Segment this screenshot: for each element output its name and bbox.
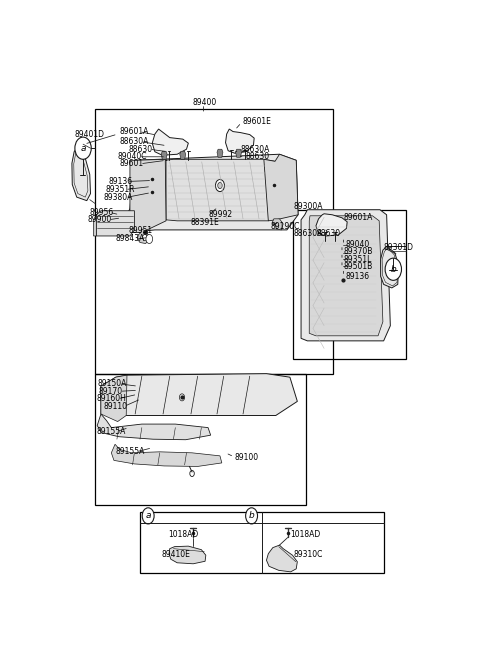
Text: 89190C: 89190C	[270, 223, 300, 231]
Text: 89601A: 89601A	[344, 213, 373, 222]
Text: b: b	[249, 512, 254, 520]
Polygon shape	[309, 215, 383, 336]
Text: 89300A: 89300A	[294, 202, 323, 211]
Polygon shape	[169, 546, 206, 564]
Text: 89956: 89956	[90, 208, 114, 217]
Polygon shape	[96, 211, 134, 236]
Text: 89601E: 89601E	[242, 117, 271, 126]
Text: 89951: 89951	[129, 227, 153, 235]
Polygon shape	[97, 414, 211, 440]
Text: 89351R: 89351R	[106, 185, 135, 194]
Bar	[96, 373, 306, 505]
Circle shape	[218, 183, 222, 189]
Polygon shape	[72, 147, 91, 200]
Text: 89155A: 89155A	[96, 427, 126, 436]
Circle shape	[146, 234, 153, 244]
Text: 1018AD: 1018AD	[168, 530, 198, 539]
Text: 89351L: 89351L	[344, 255, 372, 264]
Circle shape	[190, 470, 194, 477]
Text: 88630: 88630	[317, 229, 341, 238]
Polygon shape	[266, 545, 297, 572]
Polygon shape	[226, 129, 254, 153]
Text: a: a	[80, 143, 86, 153]
Text: b: b	[390, 265, 396, 274]
Polygon shape	[152, 129, 188, 155]
Text: 88391E: 88391E	[190, 218, 219, 227]
Bar	[96, 109, 334, 373]
Polygon shape	[94, 215, 96, 236]
Text: a: a	[145, 512, 151, 520]
Text: 89601: 89601	[120, 159, 144, 168]
Polygon shape	[126, 209, 130, 233]
Text: 89110: 89110	[104, 402, 128, 411]
Text: 89370B: 89370B	[344, 247, 373, 256]
Polygon shape	[130, 155, 298, 233]
Text: 88630A: 88630A	[294, 229, 323, 238]
Polygon shape	[272, 219, 283, 230]
Polygon shape	[165, 159, 276, 221]
Text: 89040: 89040	[346, 240, 370, 248]
Text: 89400: 89400	[193, 98, 217, 107]
Polygon shape	[381, 246, 398, 288]
Text: 89843A: 89843A	[115, 234, 144, 244]
Text: 89160H: 89160H	[96, 394, 126, 403]
Polygon shape	[101, 375, 127, 422]
Text: 89150A: 89150A	[97, 379, 127, 388]
Polygon shape	[137, 229, 149, 244]
Text: 88630A: 88630A	[240, 145, 270, 154]
Text: 89136: 89136	[108, 177, 132, 186]
Polygon shape	[316, 214, 347, 236]
Bar	[292, 210, 406, 358]
Polygon shape	[301, 210, 390, 341]
Text: 89170: 89170	[98, 387, 122, 396]
Text: 89992: 89992	[209, 210, 233, 219]
Circle shape	[216, 179, 225, 191]
Circle shape	[246, 508, 258, 524]
Text: 1018AD: 1018AD	[290, 530, 321, 539]
Circle shape	[142, 508, 154, 524]
Text: 88630: 88630	[129, 145, 153, 154]
Polygon shape	[130, 159, 166, 233]
Text: 89380A: 89380A	[104, 193, 133, 202]
Polygon shape	[264, 155, 298, 221]
Polygon shape	[111, 444, 222, 466]
Text: 89900: 89900	[88, 215, 112, 224]
Polygon shape	[180, 151, 186, 159]
Text: 89040C: 89040C	[118, 152, 147, 161]
Text: 89310C: 89310C	[294, 550, 323, 559]
Text: 89501B: 89501B	[344, 262, 372, 271]
Circle shape	[143, 234, 147, 240]
Text: 89401D: 89401D	[75, 130, 105, 139]
Polygon shape	[217, 149, 223, 157]
Text: 89155A: 89155A	[115, 447, 144, 457]
Polygon shape	[161, 151, 167, 159]
Text: 88630: 88630	[245, 152, 269, 161]
Circle shape	[75, 137, 91, 159]
Text: 89136: 89136	[346, 272, 370, 281]
Circle shape	[385, 258, 401, 280]
Text: 89410E: 89410E	[162, 550, 191, 559]
Text: 89601A: 89601A	[120, 127, 149, 136]
Text: 88630A: 88630A	[120, 137, 149, 146]
Text: 89301D: 89301D	[384, 243, 414, 252]
Text: 89100: 89100	[234, 453, 258, 462]
Bar	[140, 512, 384, 573]
Polygon shape	[236, 149, 241, 157]
Polygon shape	[101, 373, 297, 415]
